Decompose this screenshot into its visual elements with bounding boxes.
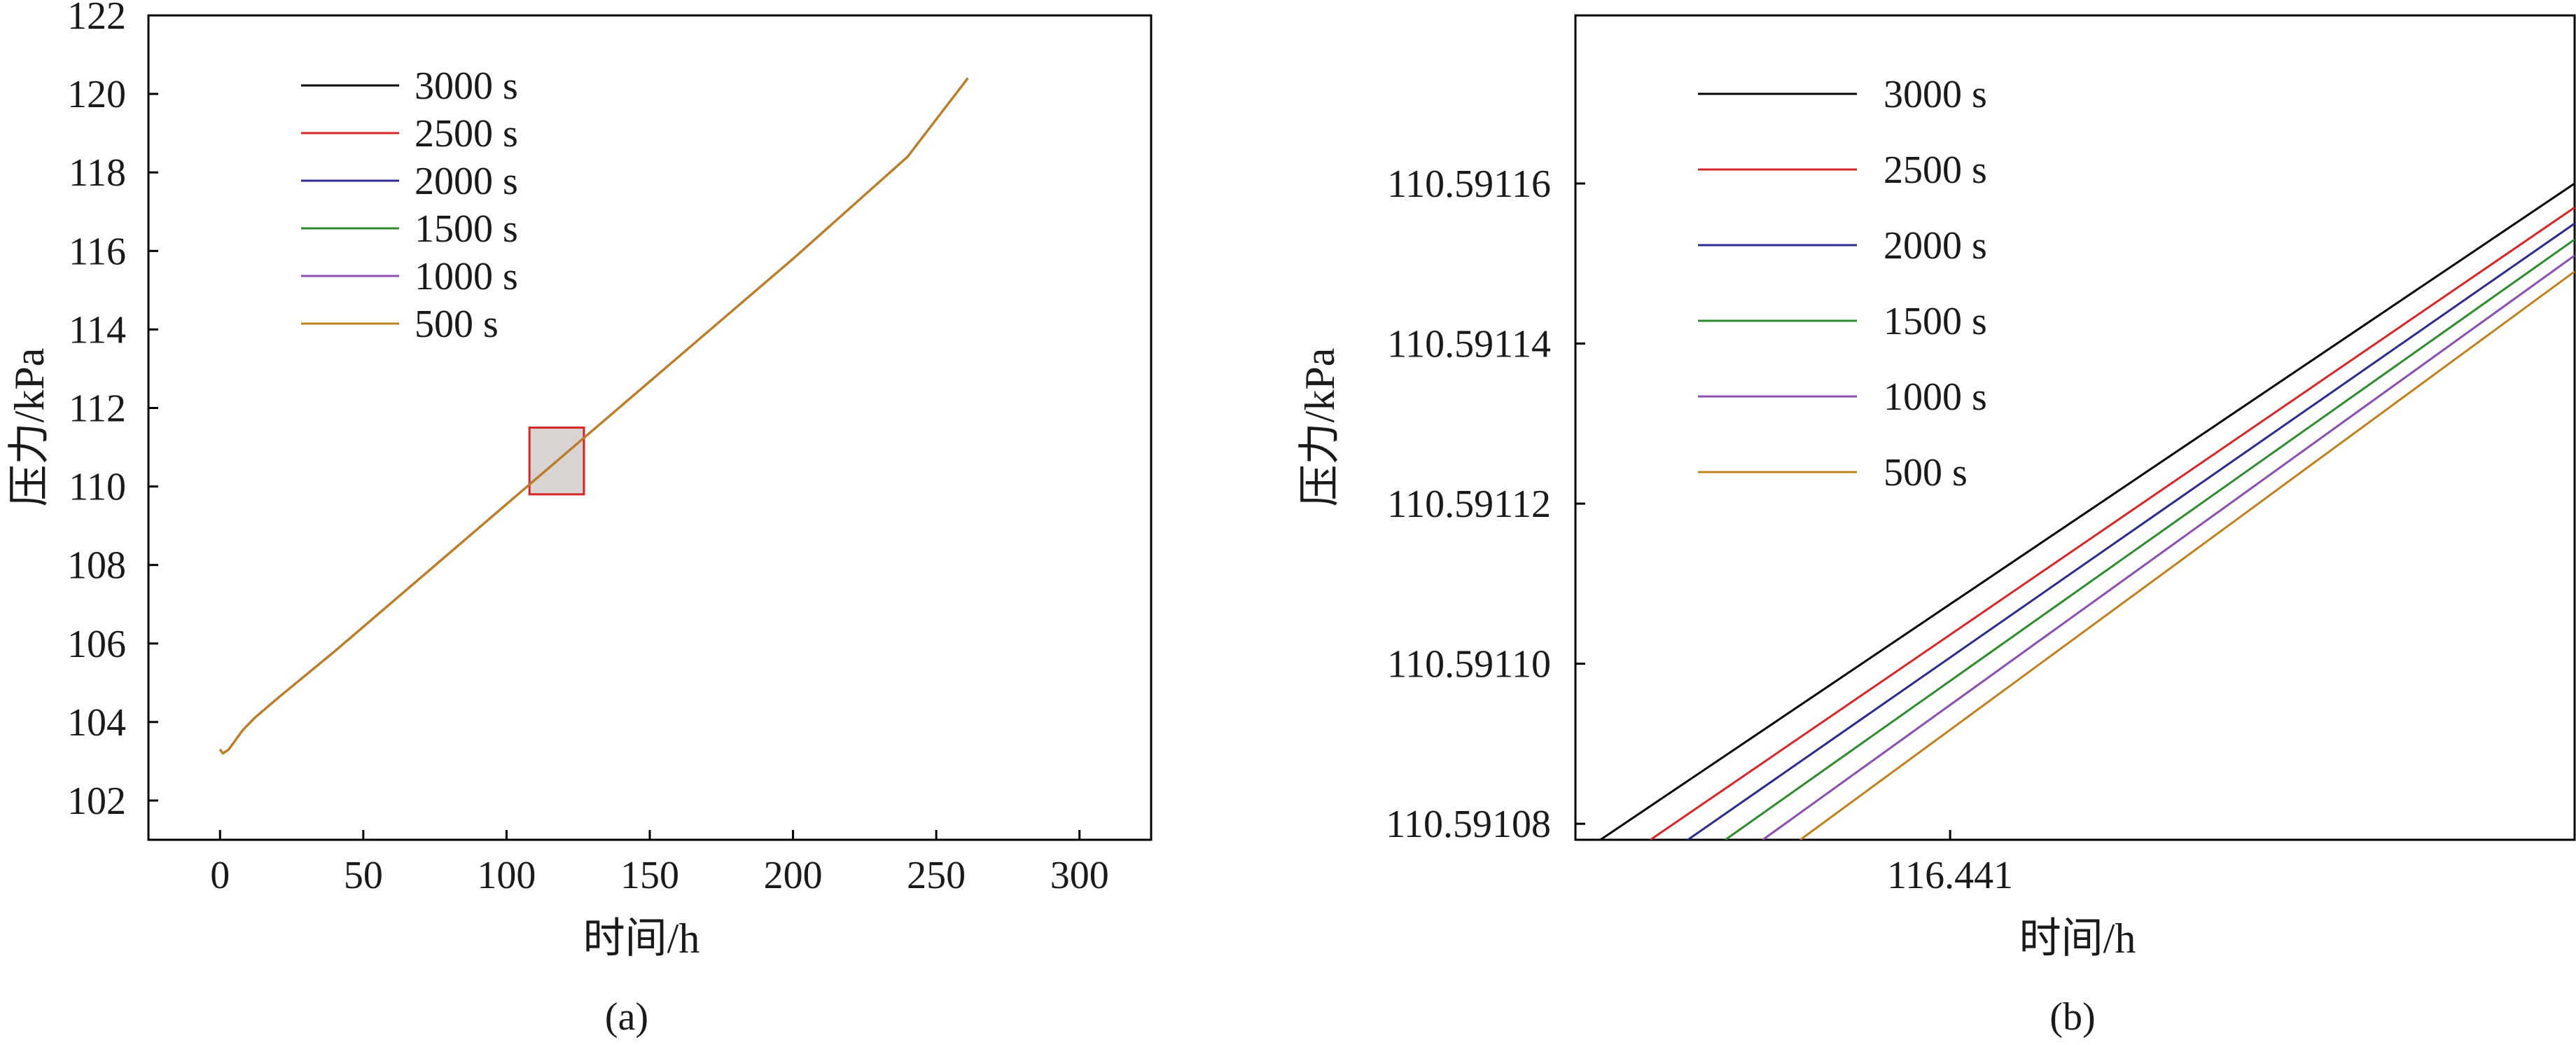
panel-a-y-tick-label: 104 <box>67 701 126 745</box>
panel-a-y-tick-label: 116 <box>69 230 126 273</box>
panel-b-caption: (b) <box>2049 995 2095 1039</box>
panel-b-legend-label: 2500 s <box>1884 148 1987 192</box>
panel-b-series-line-5 <box>1799 270 2575 840</box>
panel-b-legend-label: 1000 s <box>1884 375 1987 419</box>
panel-b-y-tick-label: 110.59108 <box>1386 803 1551 846</box>
panel-b-series-line-2 <box>1687 222 2575 840</box>
panel-a-y-tick-label: 110 <box>69 466 126 509</box>
panel-a-x-tick-label: 100 <box>477 854 536 897</box>
panel-a-legend-label: 3000 s <box>415 64 518 108</box>
panel-a-y-tick-label: 114 <box>69 308 126 352</box>
panel-b-series-line-3 <box>1725 238 2575 840</box>
panel-b-legend-label: 1500 s <box>1884 300 1987 343</box>
panel-b-y-tick-label: 110.59116 <box>1387 162 1551 206</box>
panel-a-x-tick-label: 0 <box>210 854 230 897</box>
panel-a-x-tick-label: 200 <box>764 854 823 897</box>
panel-b-y-ticks: 110.59108 110.59110 110.59112 110.59114 110.… <box>1386 162 1585 846</box>
panel-b-series-line-0 <box>1599 182 2575 840</box>
panel-a-chart: 0 50 100 150 200 250 300 102 104 106 108 110 112 114… <box>6 0 1153 1039</box>
panel-a-caption: (a) <box>605 995 648 1039</box>
panel-a-x-tick-label: 300 <box>1050 854 1109 897</box>
panel-a-x-axis-label: 时间/h <box>583 915 700 962</box>
panel-a-legend-label: 1000 s <box>415 255 518 298</box>
panel-b-x-tick-label: 116.441 <box>1887 854 2013 897</box>
panel-a-y-tick-label: 122 <box>67 0 126 38</box>
panel-b-y-tick-label: 110.59110 <box>1387 643 1551 686</box>
panel-a-legend-label: 500 s <box>415 303 499 346</box>
panel-a-y-tick-label: 118 <box>69 151 126 195</box>
panel-b-x-axis-label: 时间/h <box>2019 915 2136 962</box>
panel-a-x-tick-label: 250 <box>907 854 966 897</box>
panel-b-plot-frame <box>1574 14 2576 841</box>
panel-a-series-layer <box>219 77 969 755</box>
panel-b-y-axis-label: 压力/kPa <box>1297 348 1343 507</box>
panel-b-series-layer <box>1599 182 2575 840</box>
panel-b-series-line-1 <box>1650 207 2575 840</box>
panel-b-series-line-4 <box>1762 254 2575 840</box>
panel-a-plot-frame <box>147 14 1153 841</box>
panel-b-legend: 3000 s 2500 s 2000 s 1500 s 1000 s 500 s <box>1698 73 1987 494</box>
panel-a-y-tick-label: 106 <box>67 623 126 666</box>
panel-a-x-tick-label: 150 <box>620 854 679 897</box>
panel-a-legend-label: 1500 s <box>415 207 518 251</box>
panel-a-y-tick-label: 112 <box>69 387 126 430</box>
panel-a-x-tick-label: 50 <box>344 854 383 897</box>
panel-b-y-tick-label: 110.59112 <box>1387 483 1551 526</box>
panel-a-y-axis-label: 压力/kPa <box>6 348 53 507</box>
panel-a-y-tick-label: 108 <box>67 544 126 588</box>
panel-a-legend-label: 2500 s <box>415 112 518 155</box>
panel-a-legend-label: 2000 s <box>415 160 518 203</box>
panel-b-x-ticks: 116.441 <box>1887 830 2013 897</box>
panel-a-x-ticks: 0 50 100 150 200 250 300 <box>210 830 1109 897</box>
panel-b-chart: 116.441 110.59108110.59110110.59112110.5… <box>1297 14 2576 1039</box>
panel-a-y-ticks: 102 104 106 108 110 112 114 116 118 120 122 <box>67 0 158 823</box>
panel-a-series-line-5 <box>219 77 969 755</box>
panel-a-y-tick-label: 120 <box>67 73 126 116</box>
panel-b-y-tick-label: 110.59114 <box>1387 323 1551 366</box>
panel-b-legend-label: 500 s <box>1884 451 1968 494</box>
panel-a-y-tick-label: 102 <box>67 780 126 823</box>
panel-b-legend-label: 2000 s <box>1884 224 1987 268</box>
panel-b-legend-label: 3000 s <box>1884 73 1987 116</box>
